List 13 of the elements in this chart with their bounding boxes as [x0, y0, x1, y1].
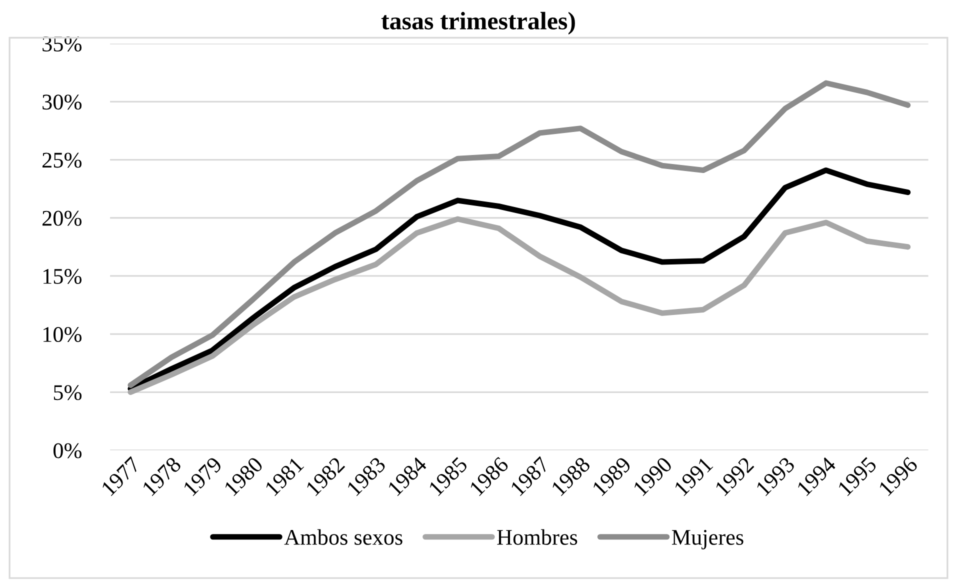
- legend-label: Hombres: [497, 529, 578, 545]
- y-tick-label: 25%: [42, 152, 82, 168]
- y-tick-label: 30%: [42, 94, 82, 110]
- x-tick-label: 1991: [674, 456, 714, 496]
- legend-label: Mujeres: [672, 530, 744, 550]
- y-tick-label: 10%: [44, 327, 82, 342]
- y-tick-label: 0%: [54, 443, 82, 458]
- y-tick-label: 5%: [54, 385, 82, 400]
- y-tick-label: 20%: [42, 210, 82, 226]
- legend-label: Ambos sexos: [284, 529, 402, 545]
- y-tick-label: 15%: [44, 268, 82, 284]
- x-tick-label: 1981: [264, 456, 304, 496]
- chart-title: tasas trimestrales): [381, 12, 575, 35]
